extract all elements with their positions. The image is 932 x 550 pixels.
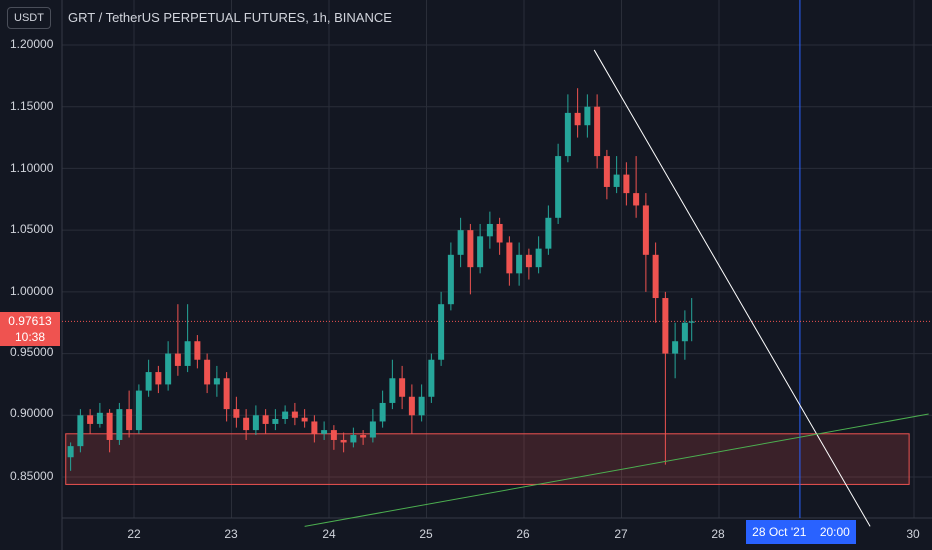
candle-body: [184, 341, 191, 366]
candle-body: [428, 359, 435, 397]
price-axis-tick: 0.85000: [10, 469, 54, 483]
candle-body: [77, 415, 84, 447]
candle-body: [535, 248, 542, 268]
candle-body: [613, 174, 620, 187]
price-axis-tick: 1.10000: [10, 161, 54, 175]
candle-body: [96, 412, 103, 424]
price-axis-tick: 1.00000: [10, 284, 54, 298]
candle-body: [672, 341, 679, 354]
candle-body: [340, 439, 347, 443]
candle-body: [496, 223, 503, 243]
ascending-trendline: [304, 413, 929, 527]
time-axis-tick: 27: [614, 527, 628, 541]
candle-body: [282, 411, 289, 419]
time-axis-tick: 26: [516, 527, 530, 541]
chart-title: GRT / TetherUS PERPETUAL FUTURES, 1h, BI…: [68, 10, 392, 25]
candle-body: [447, 254, 454, 305]
crosshair-time: 20:00: [819, 525, 850, 539]
candle-body: [233, 409, 240, 418]
candle-body: [486, 223, 493, 237]
price-axis-tick: 1.15000: [10, 99, 54, 113]
candle-body: [135, 390, 142, 431]
candle-body: [311, 421, 318, 434]
candle-body: [438, 304, 445, 360]
candle-body: [243, 417, 250, 431]
candle-body: [623, 174, 630, 194]
descending-trendline: [593, 49, 871, 527]
candle-body: [350, 435, 357, 443]
candle-body: [652, 254, 659, 299]
price-axis-tick: 0.90000: [10, 406, 54, 420]
candle-body: [252, 415, 259, 431]
candle-body: [662, 298, 669, 354]
candle-body: [555, 156, 562, 218]
candle-body: [223, 378, 230, 410]
crosshair-date-label: 28 Oct '21 20:00: [746, 520, 856, 544]
candle-body: [379, 402, 386, 422]
candle-body: [516, 254, 523, 274]
candle-body: [603, 156, 610, 187]
candle-body: [87, 415, 94, 424]
candle-body: [67, 446, 74, 458]
candle-body: [116, 409, 123, 440]
candle-body: [301, 417, 308, 422]
time-axis-tick: 22: [127, 527, 141, 541]
candle-body: [213, 378, 220, 385]
candle-body: [360, 435, 367, 438]
candle-body: [106, 412, 113, 440]
candle-body: [564, 112, 571, 157]
candle-body: [477, 236, 484, 268]
crosshair-date: 28 Oct '21: [752, 525, 807, 539]
candle-body: [467, 230, 474, 268]
candle-body: [369, 421, 376, 438]
candle-body: [633, 193, 640, 206]
candle-body: [126, 409, 133, 431]
candle-body: [457, 230, 464, 255]
time-axis-tick: 28: [711, 527, 725, 541]
time-axis-tick: 25: [419, 527, 433, 541]
price-axis-tick: 1.05000: [10, 222, 54, 236]
time-axis-tick: 30: [906, 527, 920, 541]
candle-body: [165, 353, 172, 385]
candle-body: [584, 106, 591, 126]
currency-unit-label[interactable]: USDT: [7, 7, 51, 29]
current-price-marker: 0.97613 10:38: [0, 312, 60, 346]
candle-body: [330, 430, 337, 440]
candle-body: [145, 372, 152, 391]
candle-countdown: 10:38: [14, 330, 46, 344]
candle-body: [155, 372, 162, 385]
time-axis-tick: 23: [224, 527, 238, 541]
candle-body: [321, 430, 328, 434]
candle-body: [174, 353, 181, 366]
candle-body: [204, 359, 211, 385]
time-axis-tick: 24: [322, 527, 336, 541]
candle-body: [262, 415, 269, 424]
candle-body: [272, 418, 279, 424]
candle-body: [642, 205, 649, 255]
candle-body: [408, 396, 415, 416]
price-axis-tick: 0.95000: [10, 345, 54, 359]
candle-body: [291, 411, 298, 418]
candle-body: [506, 242, 513, 274]
candle-body: [194, 341, 201, 360]
candle-body: [681, 322, 688, 342]
candle-body: [574, 112, 581, 126]
candle-body: [545, 217, 552, 249]
support-zone-box: [65, 433, 910, 485]
candle-body: [688, 321, 695, 323]
price-axis-tick: 1.20000: [10, 37, 54, 51]
candle-body: [389, 378, 396, 403]
candle-body: [418, 396, 425, 416]
candle-body: [594, 106, 601, 157]
candle-body: [399, 378, 406, 397]
current-price-value: 0.97613: [8, 314, 52, 328]
candle-body: [525, 254, 532, 268]
